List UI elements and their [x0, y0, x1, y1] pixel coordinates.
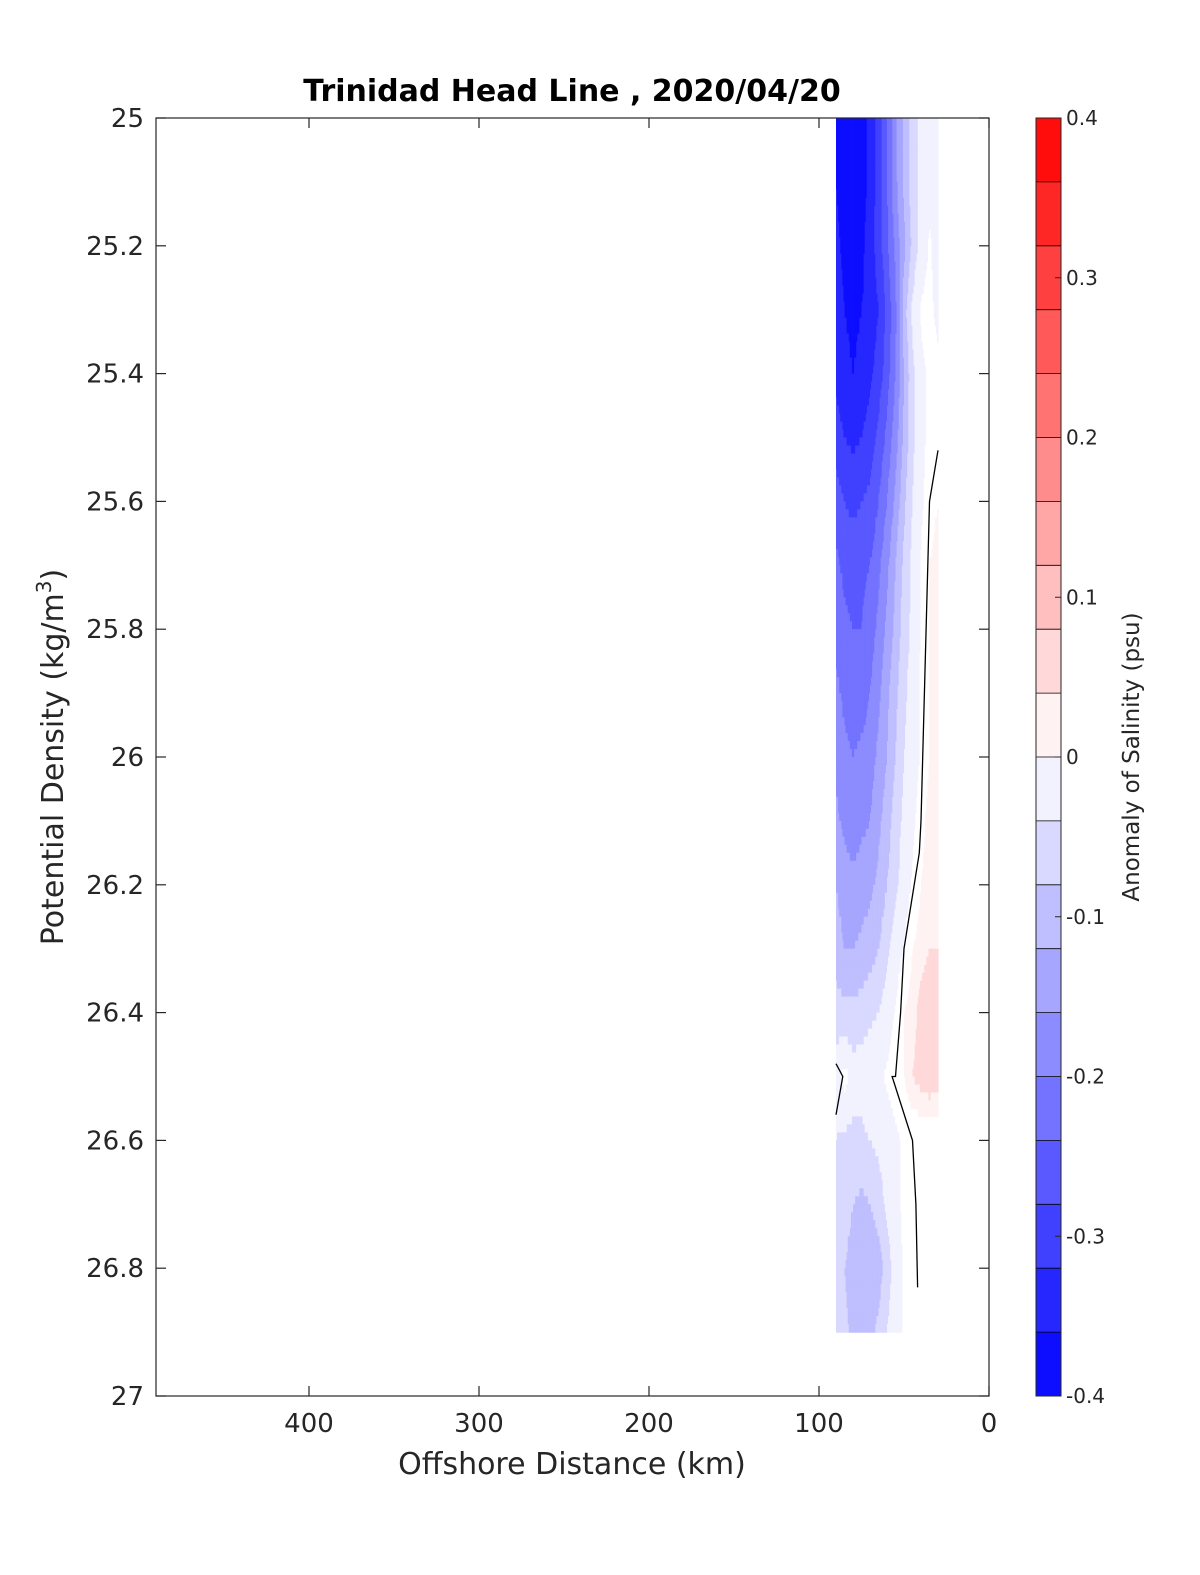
field-cell — [937, 254, 939, 263]
field-cell — [924, 270, 926, 279]
field-cell — [924, 430, 926, 439]
field-cell — [937, 222, 939, 231]
field-cell — [937, 238, 939, 247]
field-cell — [937, 150, 939, 159]
field-cell — [937, 549, 939, 558]
field-cell — [921, 342, 923, 351]
field-cell — [922, 477, 924, 486]
field-cell — [937, 310, 939, 319]
field-cell — [937, 557, 939, 566]
field-cell — [920, 541, 922, 550]
field-cell — [937, 326, 939, 335]
field-cell — [937, 525, 939, 534]
field-cell — [937, 182, 939, 191]
field-cell — [922, 485, 924, 494]
field-cell — [937, 286, 939, 295]
plot-area — [156, 118, 989, 1396]
field-cell — [937, 334, 939, 343]
field-cell — [937, 517, 939, 526]
field-cell — [924, 366, 926, 375]
field-cell — [923, 453, 925, 462]
field-cell — [926, 246, 928, 255]
field-cell — [924, 406, 926, 415]
field-cell — [924, 398, 926, 407]
field-cell — [924, 382, 926, 391]
field-cell — [919, 549, 921, 558]
field-cell — [921, 509, 923, 518]
field-cell — [937, 294, 939, 303]
field-cell — [919, 565, 921, 574]
field-cell — [924, 422, 926, 431]
field-cell — [937, 278, 939, 287]
field-cell — [923, 461, 925, 470]
field-cell — [937, 126, 939, 135]
field-cell — [937, 214, 939, 223]
field-cell — [923, 358, 925, 367]
field-cell — [919, 557, 921, 566]
field-cell — [937, 533, 939, 542]
field-cell — [926, 254, 928, 263]
field-cell — [937, 174, 939, 183]
field-cell — [924, 374, 926, 383]
field-cell — [922, 286, 924, 295]
field-cell — [922, 493, 924, 502]
field-cell — [923, 278, 925, 287]
field-cell — [937, 318, 939, 327]
field-cell — [920, 525, 922, 534]
field-cell — [922, 350, 924, 359]
field-cell — [924, 438, 926, 447]
field-cell — [924, 414, 926, 423]
field-cell — [937, 190, 939, 199]
field-cell — [937, 158, 939, 167]
field-cell — [937, 565, 939, 574]
field-cell — [937, 230, 939, 239]
field-cell — [937, 198, 939, 207]
field-cell — [919, 302, 921, 311]
field-cell — [923, 445, 925, 454]
field-cell — [937, 206, 939, 215]
field-cell — [937, 142, 939, 151]
field-cell — [937, 541, 939, 550]
field-cell — [921, 517, 923, 526]
field-cell — [919, 310, 921, 319]
field-cell — [919, 318, 921, 327]
field-cell — [920, 533, 922, 542]
field-cell — [937, 270, 939, 279]
field-cell — [937, 118, 939, 127]
field-cell — [937, 166, 939, 175]
field-cell — [927, 230, 929, 239]
chart-title: Trinidad Head Line , 2020/04/20 — [303, 74, 840, 109]
field-cell — [937, 134, 939, 143]
field-cell — [937, 246, 939, 255]
field-cell — [937, 262, 939, 271]
field-cell — [920, 326, 922, 335]
field-cell — [937, 509, 939, 518]
field-cell — [920, 294, 922, 303]
field-cell — [922, 501, 924, 510]
field-cell — [923, 469, 925, 478]
field-cell — [926, 238, 928, 247]
field-cell — [920, 334, 922, 343]
field-cell — [925, 262, 927, 271]
field-cell — [924, 390, 926, 399]
field-cell — [937, 302, 939, 311]
